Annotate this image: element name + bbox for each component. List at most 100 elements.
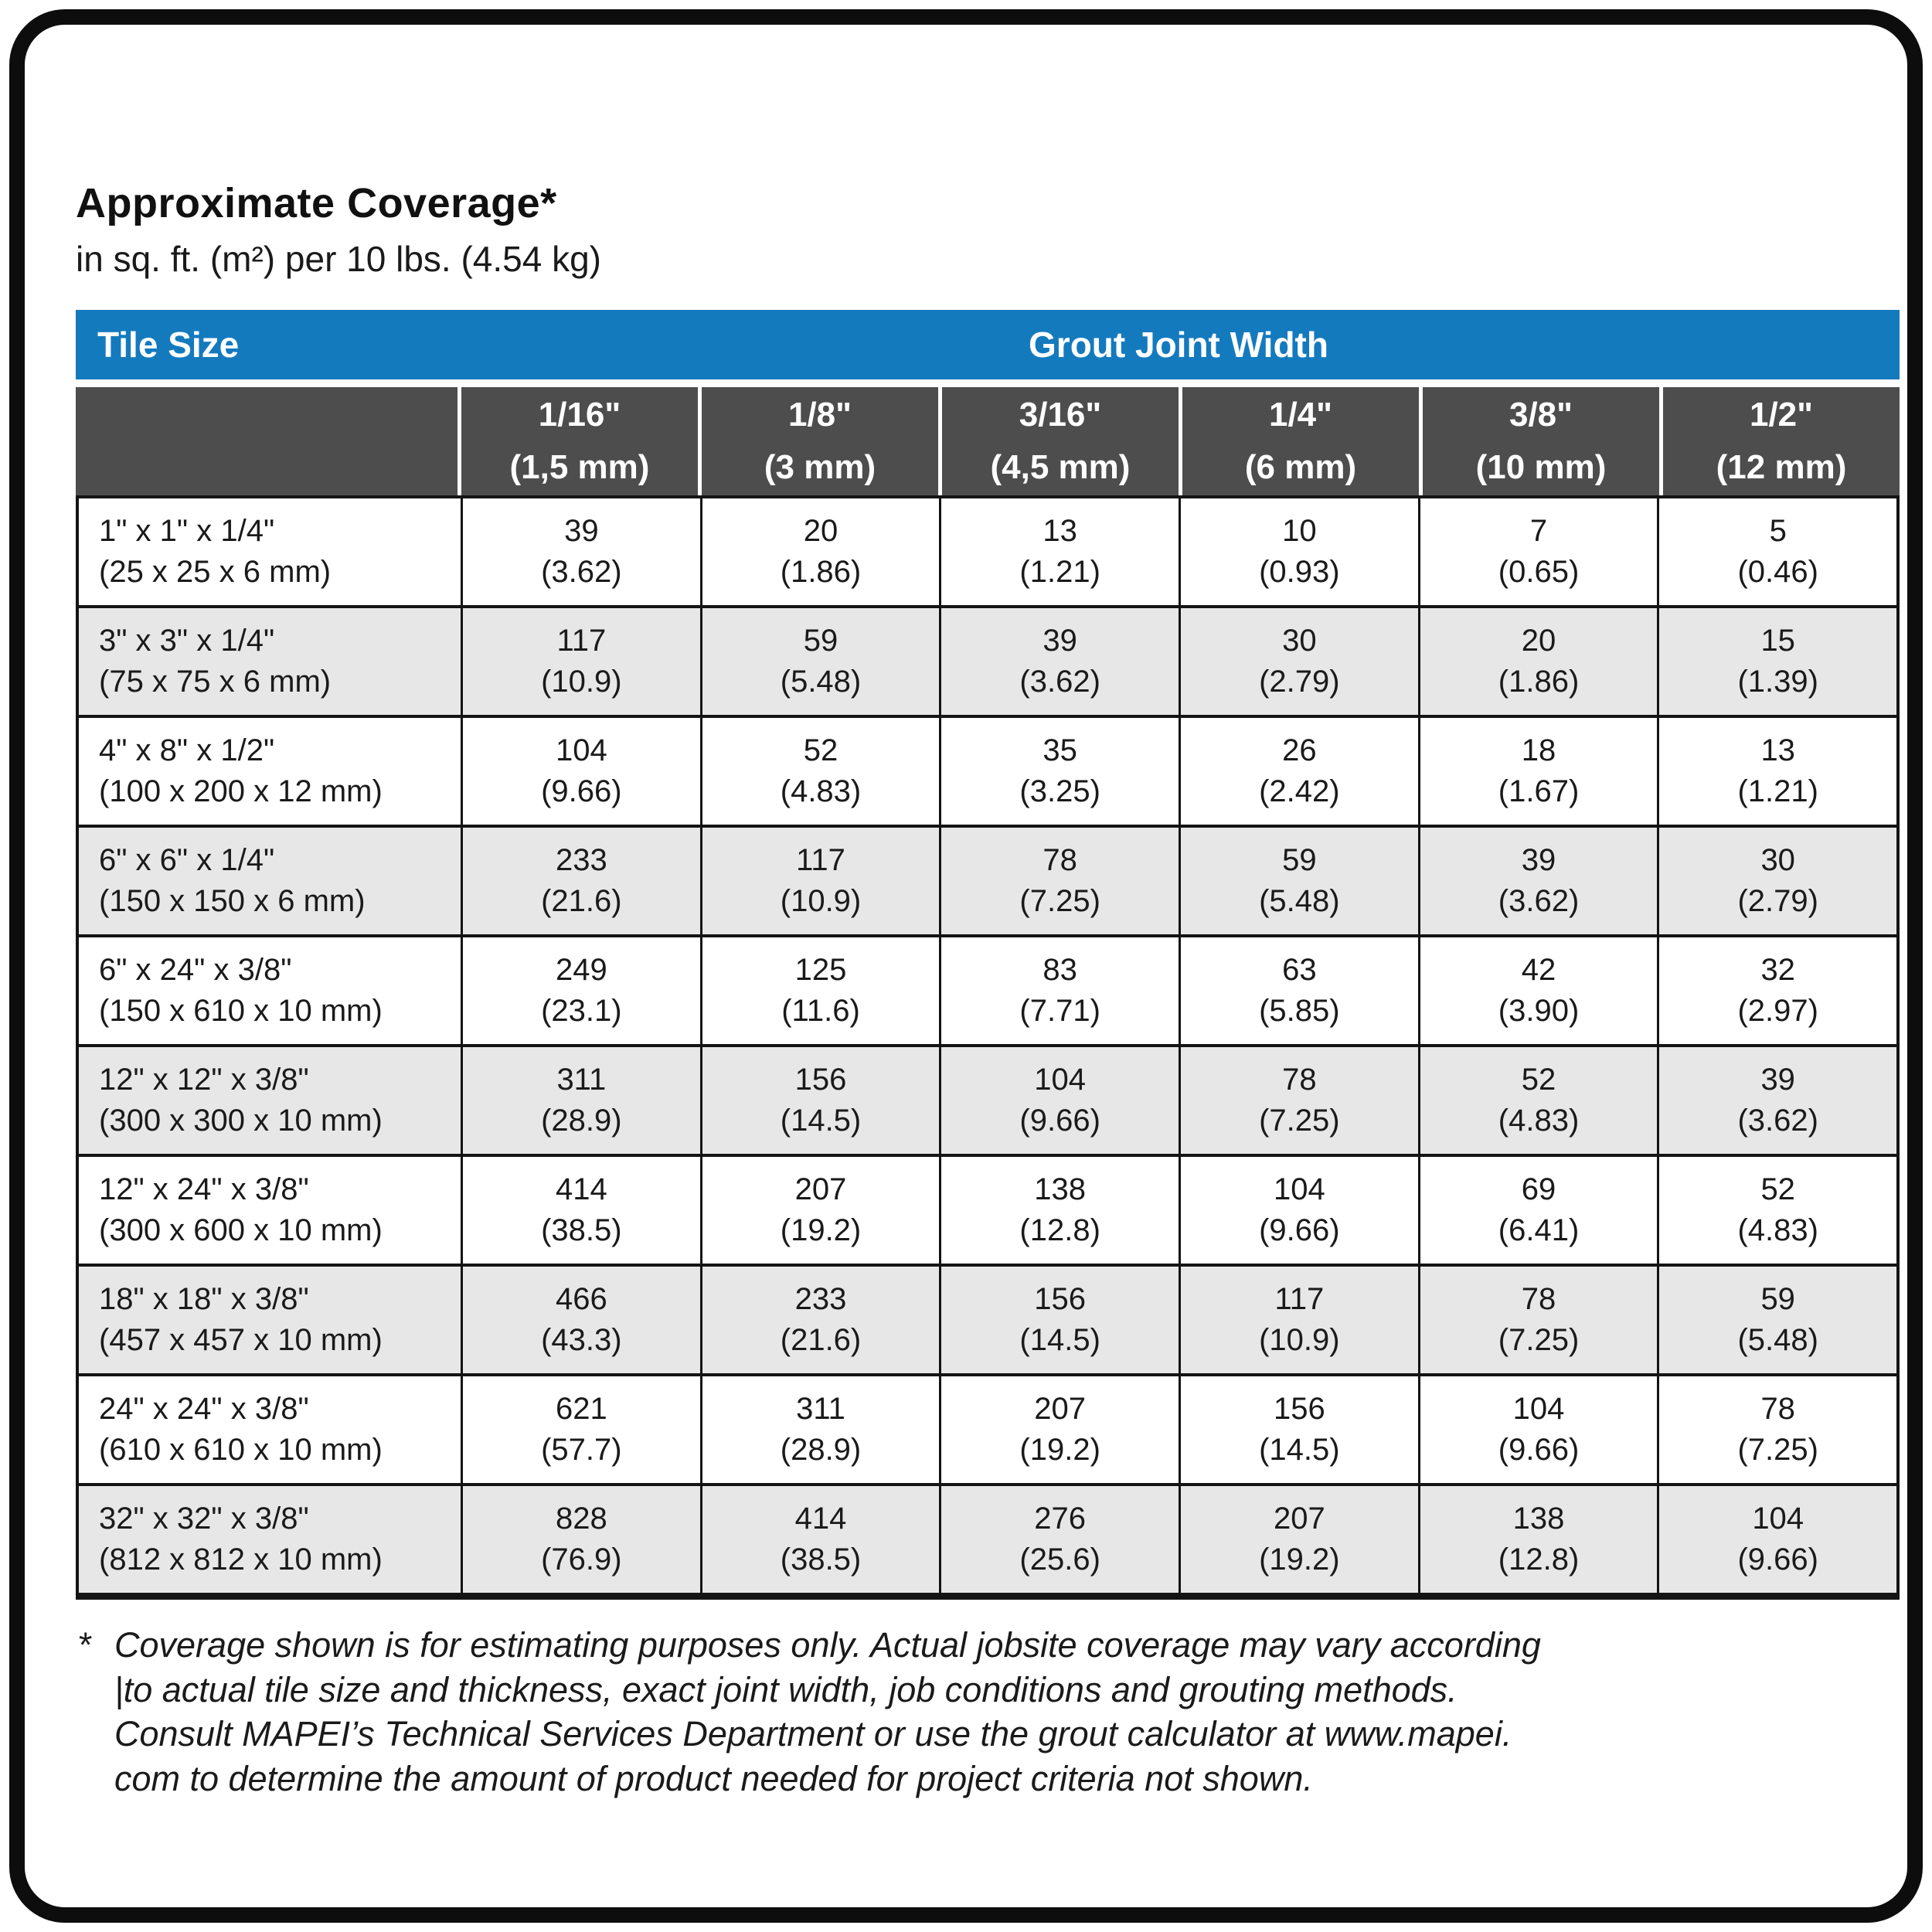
coverage-cell: 156 (14.5) [699,1047,940,1155]
coverage-m2: (3.90) [1498,994,1580,1029]
grout-width-subheader-row: 1/16" (1,5 mm) 1/8" (3 mm) 3/16" (4,5 mm) 1/4"… [76,387,1900,496]
coverage-sqft: 78 [1282,1063,1317,1097]
coverage-m2: (12.8) [1498,1543,1580,1577]
grout-width-inches: 3/16" [1019,396,1102,434]
coverage-m2: (3.62) [541,555,622,590]
table-row: 32" x 32" x 3/8" (812 x 812 x 10 mm) 828 (7… [79,1483,1896,1594]
coverage-sqft: 18 [1521,733,1556,768]
coverage-sqft: 138 [1034,1172,1087,1207]
grout-width-metric: (1,5 mm) [509,448,650,487]
coverage-sqft: 117 [556,624,607,658]
grout-width-header-cell: 3/16" (4,5 mm) [938,387,1179,496]
coverage-m2: (9.66) [1259,1213,1340,1248]
coverage-cell: 233 (21.6) [461,828,700,935]
coverage-cell: 10 (0.93) [1179,498,1418,606]
coverage-sqft: 621 [555,1392,607,1427]
table-row: 3" x 3" x 1/4" (75 x 75 x 6 mm) 117 (10.9) 5… [79,605,1896,716]
grout-width-inches: 1/16" [538,396,621,434]
tile-size-inches: 1" x 1" x 1/4" [99,514,275,549]
coverage-cell: 13 (1.21) [1657,718,1896,825]
footnote-asterisk: * [77,1625,91,1665]
coverage-sqft: 42 [1521,953,1556,988]
coverage-m2: (7.71) [1019,994,1100,1029]
coverage-m2: (2.42) [1259,774,1340,809]
page-subtitle: in sq. ft. (m²) per 10 lbs. (4.54 kg) [76,239,602,280]
coverage-m2: (21.6) [541,884,622,919]
coverage-sqft: 59 [1282,843,1317,878]
coverage-m2: (1.86) [780,555,862,590]
tile-size-inches: 18" x 18" x 3/8" [99,1282,309,1317]
coverage-cell: 35 (3.25) [939,718,1179,825]
tile-size-cell: 4" x 8" x 1/2" (100 x 200 x 12 mm) [79,718,461,825]
coverage-m2: (57.7) [541,1433,622,1468]
coverage-sqft: 414 [555,1172,607,1207]
table-row: 18" x 18" x 3/8" (457 x 457 x 10 mm) 466 (4… [79,1264,1896,1374]
tile-size-cell: 6" x 6" x 1/4" (150 x 150 x 6 mm) [79,828,461,934]
coverage-m2: (10.9) [541,665,622,699]
coverage-m2: (3.62) [1498,884,1580,919]
coverage-m2: (2.79) [1737,884,1818,919]
coverage-m2: (7.25) [1019,884,1100,919]
coverage-sqft: 156 [1273,1392,1325,1427]
coverage-sqft: 30 [1282,624,1317,658]
coverage-cell: 20 (1.86) [699,498,940,606]
coverage-cell: 32 (2.97) [1657,937,1896,1045]
table-row: 6" x 6" x 1/4" (150 x 150 x 6 mm) 233 (21.6… [79,825,1896,935]
coverage-cell: 117 (10.9) [461,608,700,716]
tile-size-metric: (812 x 812 x 10 mm) [99,1543,383,1577]
coverage-sqft: 414 [794,1502,847,1536]
table-row: 12" x 12" x 3/8" (300 x 300 x 10 mm) 311 (2… [79,1044,1896,1155]
grout-width-header-cell: 1/16" (1,5 mm) [457,387,698,496]
coverage-cell: 39 (3.62) [1657,1047,1896,1155]
grout-joint-width-header: Grout Joint Width [1029,325,1328,366]
coverage-m2: (38.5) [780,1543,862,1577]
coverage-m2: (28.9) [541,1104,622,1138]
coverage-cell: 104 (9.66) [939,1047,1179,1155]
coverage-m2: (21.6) [780,1323,862,1358]
table-row: 1" x 1" x 1/4" (25 x 25 x 6 mm) 39 (3.62) 20… [79,498,1896,606]
coverage-cell: 69 (6.41) [1417,1157,1658,1264]
coverage-cell: 117 (10.9) [699,828,940,935]
table-row: 24" x 24" x 3/8" (610 x 610 x 10 mm) 621 (5… [79,1373,1896,1484]
coverage-cell: 7 (0.65) [1417,498,1658,606]
coverage-cell: 30 (2.79) [1179,608,1418,716]
coverage-cell: 59 (5.48) [1657,1267,1896,1374]
coverage-m2: (4.83) [780,774,862,809]
coverage-sqft: 32 [1760,953,1795,988]
coverage-cell: 311 (28.9) [461,1047,700,1155]
tile-size-metric: (150 x 150 x 6 mm) [99,884,366,919]
tile-size-inches: 6" x 6" x 1/4" [99,843,275,878]
coverage-cell: 104 (9.66) [1417,1376,1658,1484]
coverage-sqft: 117 [796,843,845,878]
coverage-m2: (4.83) [1737,1213,1818,1248]
coverage-sqft: 39 [1760,1063,1795,1097]
tile-size-cell: 32" x 32" x 3/8" (812 x 812 x 10 mm) [79,1486,461,1593]
tile-size-cell: 24" x 24" x 3/8" (610 x 610 x 10 mm) [79,1376,461,1483]
coverage-sqft: 828 [555,1502,607,1536]
coverage-m2: (25.6) [1019,1543,1100,1577]
coverage-cell: 156 (14.5) [1179,1376,1418,1484]
grout-width-metric: (4,5 mm) [990,448,1131,487]
footnote-line: com to determine the amount of product n… [114,1759,1313,1799]
coverage-cell: 414 (38.5) [461,1157,700,1264]
coverage-m2: (7.25) [1737,1433,1818,1468]
coverage-m2: (43.3) [541,1323,622,1358]
coverage-cell: 828 (76.9) [461,1486,700,1594]
grout-width-metric: (3 mm) [764,448,876,487]
tile-size-inches: 6" x 24" x 3/8" [99,953,292,988]
coverage-cell: 52 (4.83) [699,718,940,825]
grout-width-metric: (10 mm) [1475,448,1607,487]
tile-size-cell: 18" x 18" x 3/8" (457 x 457 x 10 mm) [79,1267,461,1373]
coverage-sqft: 15 [1760,624,1795,658]
coverage-sqft: 104 [1752,1502,1804,1536]
coverage-cell: 30 (2.79) [1657,828,1896,935]
coverage-m2: (2.97) [1737,994,1818,1029]
coverage-cell: 13 (1.21) [939,498,1179,606]
coverage-sqft: 39 [1521,843,1556,878]
tile-size-metric: (610 x 610 x 10 mm) [99,1433,383,1468]
grout-width-header-cell: 1/4" (6 mm) [1179,387,1419,496]
tile-size-inches: 24" x 24" x 3/8" [99,1392,309,1427]
grout-width-metric: (6 mm) [1244,448,1357,487]
table-row: 4" x 8" x 1/2" (100 x 200 x 12 mm) 104 (9.6… [79,715,1896,825]
tile-size-cell: 12" x 12" x 3/8" (300 x 300 x 10 mm) [79,1047,461,1154]
